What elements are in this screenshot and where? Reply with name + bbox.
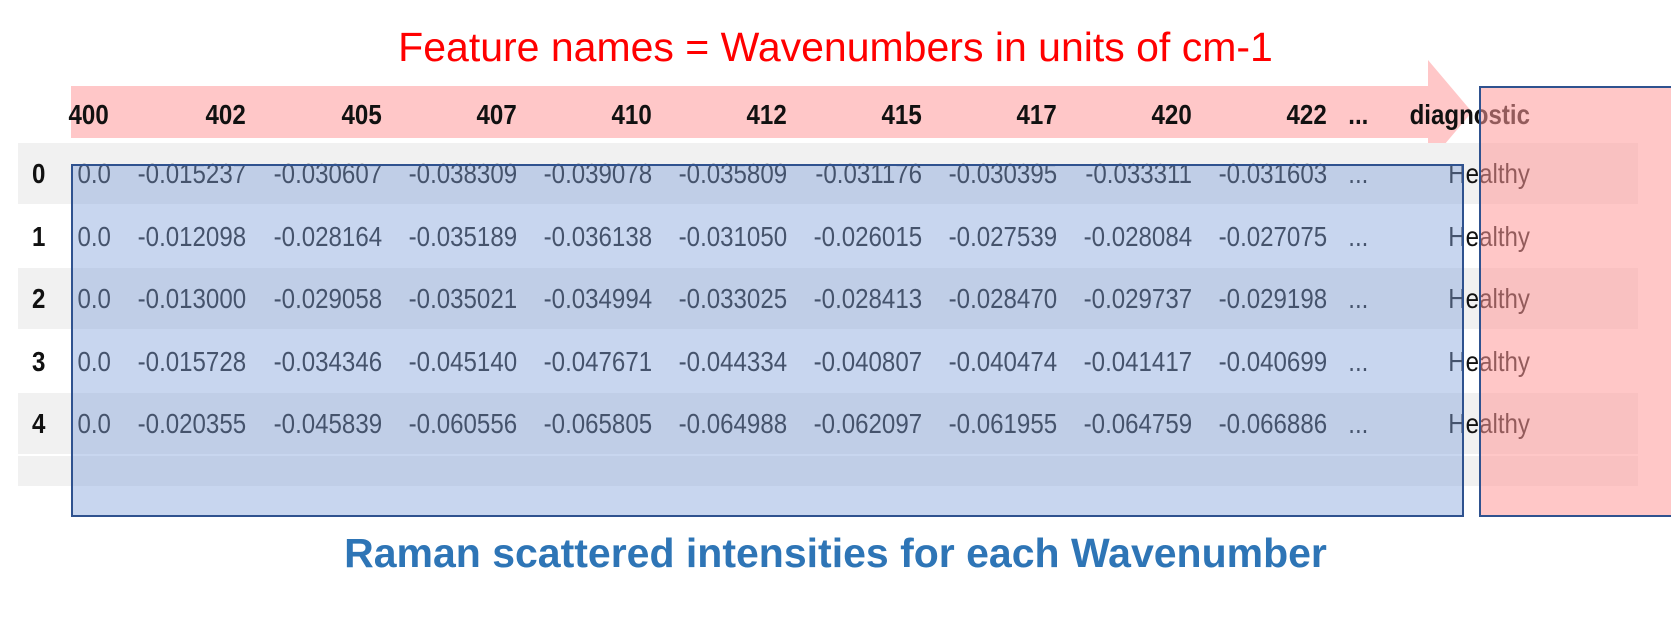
column-header-400: 400 [68,99,109,130]
intensity-cell: -0.034346 [273,345,382,377]
intensity-cell: -0.040474 [948,345,1057,377]
intensity-values-highlight [71,164,1464,517]
intensity-cell: -0.029058 [273,283,382,314]
intensity-cell: -0.045839 [273,408,382,439]
intensities-caption: Raman scattered intensities for each Wav… [344,530,1327,576]
intensity-cell: -0.013000 [137,283,246,314]
intensity-cell: -0.062097 [813,408,922,439]
intensity-cell: -0.026015 [813,220,922,252]
intensity-cell: -0.061955 [948,408,1057,439]
arrow-shape [71,60,1472,164]
intensity-cell: -0.066886 [1218,408,1327,439]
column-header-417: 417 [1016,99,1057,130]
table-row: 1 0.0 -0.012098 -0.028164 -0.035189 -0.036138… [18,206,1638,267]
intensity-cell: -0.040807 [813,345,922,377]
table-row: 3 0.0 -0.015728 -0.034346 -0.045140 -0.047671… [18,331,1638,392]
intensity-cell: -0.028164 [273,220,382,252]
intensity-cell: -0.033025 [678,283,787,314]
intensity-cell: -0.028413 [813,283,922,314]
intensity-cell: -0.028470 [948,283,1057,314]
intensity-cell: -0.045140 [408,345,517,377]
intensity-cell: ... [1347,220,1368,252]
column-header-402: 402 [205,99,246,130]
intensity-cell: -0.036138 [543,220,652,252]
intensity-cell: -0.064988 [678,408,787,439]
column-header-405: 405 [341,99,382,130]
intensity-cell: -0.040699 [1218,345,1327,377]
intensity-cell: -0.027075 [1218,220,1327,252]
row-index: 4 [32,408,46,439]
intensity-cell: -0.060556 [408,408,517,439]
intensity-cell: -0.031050 [678,220,787,252]
intensity-cell: -0.065805 [543,408,652,439]
table-row: 0 0.0 -0.015237 -0.030607 -0.038309 -0.039078… [18,143,1638,204]
column-header-407: 407 [476,99,517,130]
intensity-cell: -0.028084 [1083,220,1192,252]
intensity-cell: -0.020355 [137,408,246,439]
intensity-cell: -0.035021 [408,283,517,314]
intensity-cell: -0.031603 [1218,158,1327,189]
intensity-cell: -0.064759 [1083,408,1192,439]
table-row: 2 0.0 -0.013000 -0.029058 -0.035021 -0.034994… [18,268,1638,329]
row-index: 0 [32,158,46,189]
intensity-cell: -0.029737 [1083,283,1192,314]
intensity-cell: -0.030395 [948,158,1057,189]
intensity-cell: -0.038309 [408,158,517,189]
intensity-cell: 0.0 [77,220,111,252]
table-header-row: 400 402 405 407 410 412 415 417 420 422... diagnos… [18,86,1638,146]
intensity-cell: -0.035809 [678,158,787,189]
intensity-cell: -0.044334 [678,345,787,377]
intensity-cell: -0.033311 [1085,158,1192,189]
intensity-cell: -0.031176 [815,158,922,189]
diagnostic-column-highlight [1479,86,1671,517]
intensity-cell: -0.035189 [408,220,517,252]
intensity-cell: -0.047671 [543,345,652,377]
intensity-cell: -0.029198 [1218,283,1327,314]
row-index: 2 [32,283,46,314]
intensity-cell: 0.0 [77,345,111,377]
intensity-cell: ... [1347,283,1368,314]
row-index: 1 [32,220,46,252]
intensity-cell: -0.041417 [1083,345,1192,377]
table-row: 4 0.0 -0.020355 -0.045839 -0.060556 -0.065805… [18,393,1638,454]
intensity-cell: ... [1347,408,1368,439]
table-footer-band [18,455,1638,486]
column-header-422: 422 [1286,99,1327,130]
intensity-cell: -0.015237 [137,158,246,189]
row-index: 3 [32,345,46,377]
column-header-420: 420 [1151,99,1192,130]
intensity-cell: ... [1347,345,1368,377]
intensity-cell: -0.015728 [137,345,246,377]
column-header-412: 412 [746,99,787,130]
intensity-cell: -0.012098 [137,220,246,252]
feature-names-caption: Feature names = Wavenumbers in units of … [398,24,1273,70]
column-header-415: 415 [881,99,922,130]
intensity-cell: 0.0 [77,283,111,314]
column-header-410: 410 [611,99,652,130]
column-header-ellipsis: ... [1347,99,1368,130]
intensity-cell: -0.030607 [273,158,382,189]
intensity-cell: -0.027539 [948,220,1057,252]
intensity-cell: -0.034994 [543,283,652,314]
intensity-cell: 0.0 [77,408,111,439]
intensity-cell: 0.0 [77,158,111,189]
intensity-cell: -0.039078 [543,158,652,189]
